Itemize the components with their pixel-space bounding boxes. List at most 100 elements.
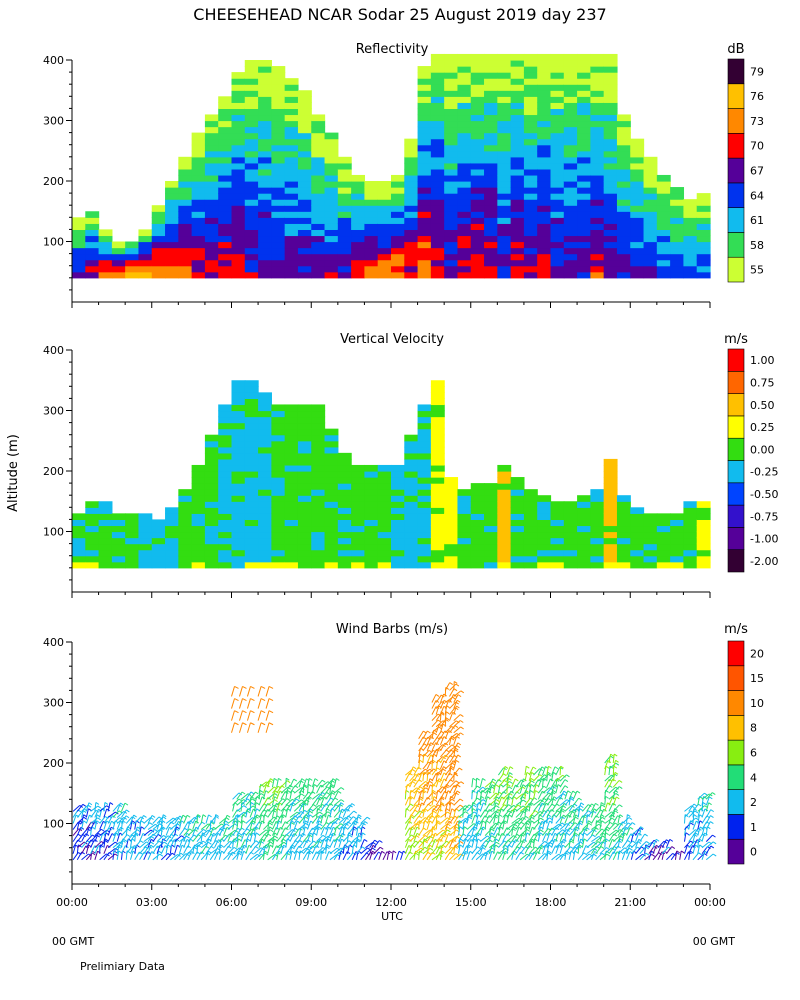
velocity-cell: [244, 434, 259, 442]
velocity-cell: [204, 434, 219, 442]
wind-barb: [121, 815, 127, 824]
velocity-cell: [603, 555, 618, 563]
wind-barb: [555, 784, 559, 794]
wind-barb: [223, 815, 228, 824]
wind-barb: [448, 766, 452, 776]
wind-barb: [551, 772, 554, 782]
reflectivity-cell: [590, 187, 605, 194]
velocity-cell: [178, 507, 193, 514]
reflectivity-cell: [630, 223, 645, 230]
wind-barb-flag: [430, 742, 434, 746]
reflectivity-cell: [497, 156, 512, 164]
wind-barb-flag: [186, 832, 191, 836]
reflectivity-cell: [444, 259, 459, 267]
velocity-cell: [311, 495, 326, 502]
wind-barb: [564, 846, 571, 855]
reflectivity-cell: [191, 271, 206, 279]
wind-barb: [551, 779, 557, 788]
reflectivity-cell: [284, 96, 299, 103]
wind-barb-flag: [460, 690, 465, 694]
reflectivity-cell: [523, 193, 538, 200]
wind-barb-flag: [435, 694, 440, 697]
wind-barb: [271, 778, 275, 788]
colorbar-swatch: [727, 157, 745, 184]
reflectivity-cell: [191, 247, 206, 255]
wind-barb: [506, 809, 513, 818]
wind-barb-flag: [282, 814, 287, 818]
wind-barb-flag: [628, 817, 633, 820]
reflectivity-cell: [470, 72, 485, 79]
reflectivity-cell: [563, 217, 578, 224]
wind-barb-flag: [578, 844, 583, 848]
colorbar-label: 79: [750, 65, 764, 78]
wind-barb-flag: [238, 838, 242, 842]
wind-barb-flag: [356, 838, 361, 842]
wind-barb: [276, 850, 280, 860]
reflectivity-cell: [191, 168, 206, 176]
reflectivity-cell: [417, 132, 432, 140]
velocity-cell: [364, 555, 379, 563]
wind-barb: [116, 827, 122, 836]
velocity-cell: [258, 483, 272, 490]
wind-barb: [586, 829, 594, 836]
reflectivity-cell: [510, 247, 525, 255]
wind-barb-flag: [562, 793, 567, 797]
reflectivity-cell: [484, 90, 498, 97]
reflectivity-cell: [178, 174, 193, 182]
wind-barb: [121, 809, 127, 818]
reflectivity-cell: [244, 66, 259, 73]
velocity-cell: [377, 561, 392, 569]
wind-barb: [298, 810, 305, 818]
wind-barb-flag: [532, 826, 536, 830]
reflectivity-cell: [297, 205, 312, 212]
reflectivity-cell: [111, 259, 126, 267]
wind-barb-flag: [339, 816, 344, 820]
velocity-cell: [656, 525, 671, 533]
reflectivity-cell: [324, 199, 339, 206]
reflectivity-cell: [563, 271, 578, 279]
velocity-cell: [258, 495, 272, 502]
velocity-cell: [72, 525, 86, 533]
velocity-cell: [391, 561, 405, 569]
reflectivity-cell: [590, 150, 605, 158]
reflectivity-cell: [391, 174, 405, 182]
velocity-cell: [244, 513, 259, 520]
reflectivity-cell: [417, 265, 432, 273]
reflectivity-cell: [484, 211, 498, 218]
reflectivity-cell: [311, 132, 326, 140]
velocity-cell: [444, 489, 459, 496]
reflectivity-cell: [191, 193, 206, 200]
reflectivity-cell: [72, 223, 86, 230]
velocity-cell: [391, 483, 405, 490]
reflectivity-cell: [218, 168, 233, 176]
velocity-cell: [271, 525, 286, 533]
wind-barb: [524, 845, 530, 854]
reflectivity-cell: [231, 78, 246, 85]
wind-barb-flag: [304, 809, 308, 813]
wind-barb-flag: [588, 810, 592, 814]
wind-barb-flag: [598, 823, 602, 827]
wind-barb: [577, 802, 582, 812]
reflectivity-cell: [484, 229, 498, 237]
wind-barb: [369, 845, 374, 854]
reflectivity-cell: [271, 114, 286, 122]
wind-barb: [422, 768, 431, 776]
wind-barb: [555, 840, 563, 849]
reflectivity-cell: [324, 144, 339, 152]
velocity-cell: [430, 519, 445, 527]
velocity-cell: [244, 464, 259, 472]
wind-barb: [325, 814, 329, 824]
velocity-cell: [603, 537, 618, 545]
reflectivity-cell: [656, 217, 671, 224]
velocity-cell: [417, 489, 432, 496]
wind-barb: [213, 814, 217, 824]
velocity-cell: [271, 513, 286, 520]
velocity-cell: [204, 489, 219, 496]
reflectivity-cell: [590, 162, 605, 170]
velocity-cell: [284, 543, 299, 551]
reflectivity-cell: [696, 199, 711, 206]
reflectivity-cell: [550, 199, 565, 206]
reflectivity-cell: [324, 229, 339, 237]
velocity-cell: [444, 495, 459, 502]
wind-barb: [329, 817, 338, 824]
